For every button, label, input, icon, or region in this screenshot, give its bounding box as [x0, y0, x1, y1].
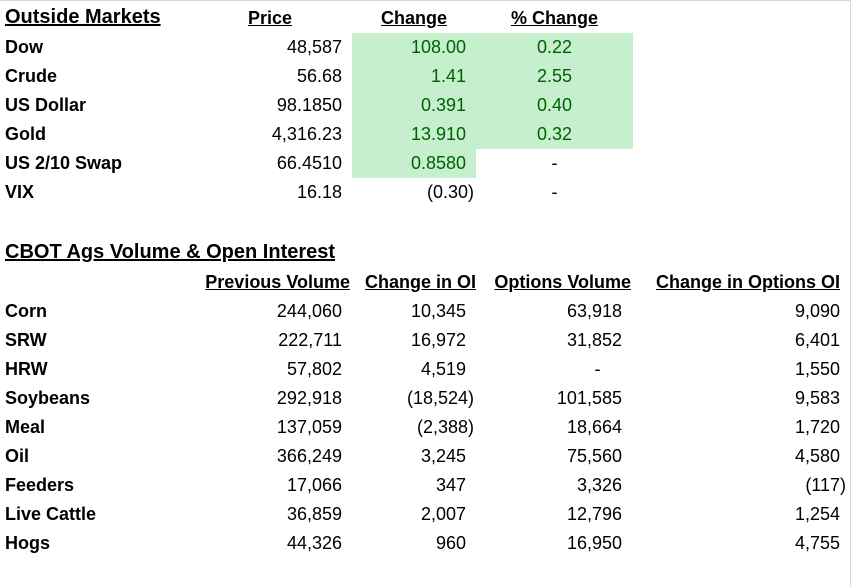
change-oi: 3,245	[420, 446, 466, 466]
market-change: 1.41	[430, 66, 466, 86]
market-name: Crude	[5, 66, 58, 86]
change-oi-header: Change in OI	[364, 272, 476, 292]
prev-volume: 57,802	[286, 359, 342, 379]
change-options-oi: 4,755	[794, 533, 840, 553]
options-volume: 18,664	[566, 417, 622, 437]
market-pct-change: 0.32	[536, 124, 573, 144]
market-price: 98.1850	[276, 95, 342, 115]
commodity-name: HRW	[5, 359, 48, 379]
change-options-oi-header: Change in Options OI	[656, 272, 840, 292]
options-volume: 101,585	[556, 388, 622, 408]
commodity-name: Corn	[5, 301, 47, 321]
market-name: US Dollar	[5, 95, 87, 115]
market-price: 66.4510	[276, 153, 342, 173]
market-price: 4,316.23	[271, 124, 342, 144]
options-volume: 75,560	[566, 446, 622, 466]
options-volume-header: Options Volume	[494, 272, 631, 292]
commodity-name: SRW	[5, 330, 47, 350]
prev-volume: 44,326	[286, 533, 342, 553]
market-name: VIX	[5, 182, 35, 202]
commodity-name: Feeders	[5, 475, 75, 495]
market-pct-change: -	[551, 153, 558, 173]
prev-volume: 222,711	[278, 330, 342, 350]
options-volume: 31,852	[566, 330, 622, 350]
change-options-oi: (117)	[805, 475, 846, 495]
market-change: 13.910	[410, 124, 466, 144]
prev-volume-header: Previous Volume	[205, 272, 350, 292]
options-volume: 63,918	[566, 301, 622, 321]
outside-markets-title: Outside Markets	[5, 6, 161, 28]
prev-volume: 137,059	[276, 417, 342, 437]
change-oi: 4,519	[420, 359, 466, 379]
change-options-oi: 1,254	[794, 504, 840, 524]
commodity-name: Meal	[5, 417, 46, 437]
prev-volume: 244,060	[276, 301, 342, 321]
pct-change-highlight	[476, 33, 633, 149]
market-pct-change: 2.55	[536, 66, 573, 86]
prev-volume: 292,918	[276, 388, 342, 408]
change-options-oi: 6,401	[794, 330, 840, 350]
price-header: Price	[247, 8, 293, 28]
commodity-name: Soybeans	[5, 388, 91, 408]
market-change: (0.30)	[426, 182, 474, 202]
market-price: 48,587	[286, 37, 342, 57]
commodity-name: Live Cattle	[5, 504, 97, 524]
change-options-oi: 4,580	[794, 446, 840, 466]
change-oi: 2,007	[420, 504, 466, 524]
market-price: 16.18	[296, 182, 342, 202]
top-border	[0, 0, 851, 1]
prev-volume: 36,859	[286, 504, 342, 524]
pct-change-header: % Change	[510, 8, 598, 28]
change-header: Change	[380, 8, 447, 28]
market-change: 0.391	[420, 95, 466, 115]
prev-volume: 366,249	[276, 446, 342, 466]
change-oi: 16,972	[410, 330, 466, 350]
change-options-oi: 9,583	[794, 388, 840, 408]
commodity-name: Hogs	[5, 533, 50, 553]
market-change: 108.00	[410, 37, 466, 57]
change-oi: 347	[435, 475, 466, 495]
change-options-oi: 1,720	[794, 417, 840, 437]
market-name: US 2/10 Swap	[5, 153, 123, 173]
market-name: Gold	[5, 124, 46, 144]
market-pct-change: -	[551, 182, 558, 202]
change-oi: (18,524)	[406, 388, 474, 408]
market-pct-change: 0.22	[536, 37, 573, 57]
market-price: 56.68	[296, 66, 342, 86]
change-options-oi: 1,550	[794, 359, 840, 379]
change-oi: 960	[435, 533, 466, 553]
options-volume: -	[594, 359, 601, 379]
market-change: 0.8580	[410, 153, 466, 173]
options-volume: 12,796	[566, 504, 622, 524]
change-oi: 10,345	[410, 301, 466, 321]
market-pct-change: 0.40	[536, 95, 573, 115]
market-name: Dow	[5, 37, 43, 57]
change-options-oi: 9,090	[794, 301, 840, 321]
change-oi: (2,388)	[416, 417, 474, 437]
options-volume: 3,326	[576, 475, 622, 495]
change-highlight	[352, 33, 476, 178]
commodity-name: Oil	[5, 446, 30, 466]
options-volume: 16,950	[566, 533, 622, 553]
prev-volume: 17,066	[286, 475, 342, 495]
cbot-title: CBOT Ags Volume & Open Interest	[5, 241, 336, 263]
